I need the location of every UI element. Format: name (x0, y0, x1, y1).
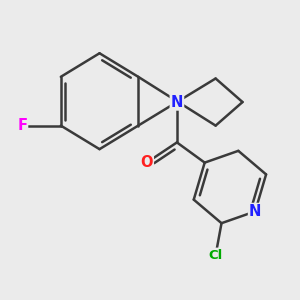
Text: N: N (249, 204, 261, 219)
Text: F: F (17, 118, 27, 133)
Text: O: O (140, 155, 153, 170)
Text: Cl: Cl (208, 249, 223, 262)
Text: N: N (171, 94, 183, 110)
